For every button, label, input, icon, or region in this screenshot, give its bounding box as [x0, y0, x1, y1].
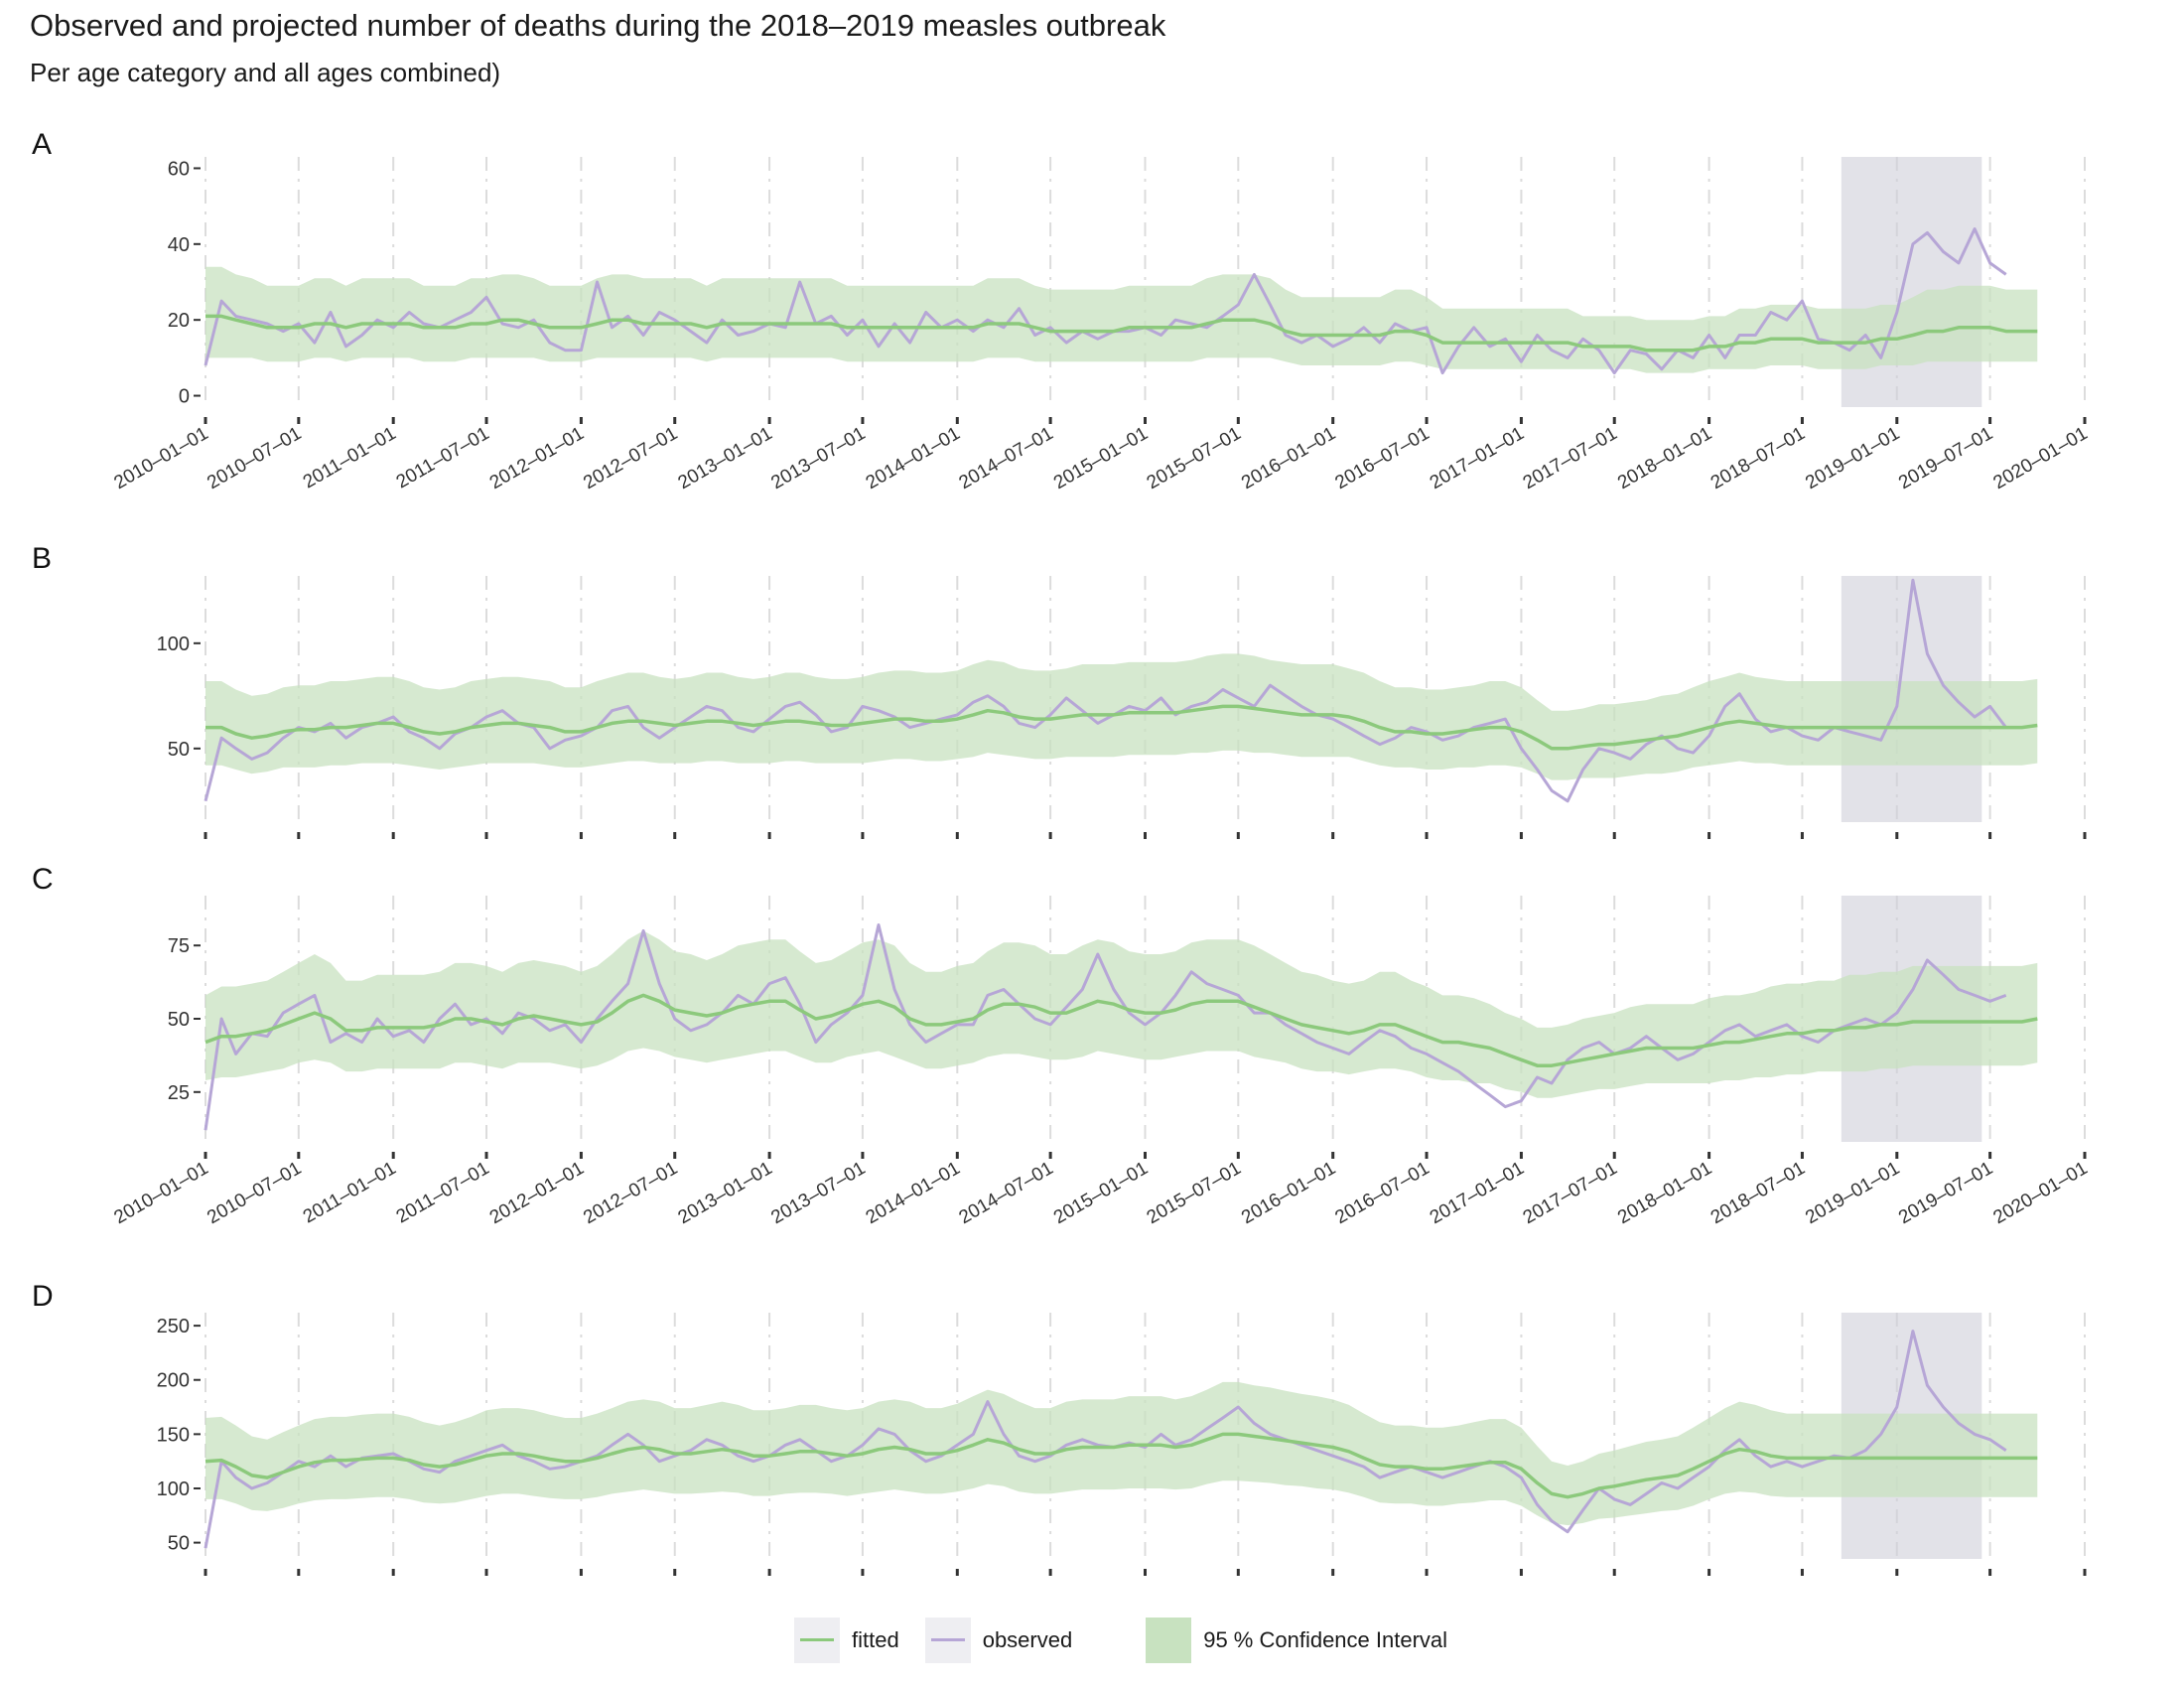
chart-subtitle: Per age category and all ages combined) [30, 58, 501, 87]
legend-key-ci [1146, 1618, 1192, 1663]
x-tick-label: 2019–07–01 [1895, 1158, 1996, 1228]
legend: fitted observed 95 % Confidence Interval [794, 1617, 1473, 1664]
panel-b: B 50 100 [32, 542, 2087, 839]
y-tick-label: 40 [168, 234, 190, 256]
x-tick-label: 2013–07–01 [767, 423, 869, 493]
x-tick-label: 2019–07–01 [1895, 423, 1996, 493]
x-tick-label: 2014–01–01 [863, 1158, 964, 1228]
x-tick-label: 2019–01–01 [1802, 1158, 1903, 1228]
y-tick-label: 200 [157, 1370, 190, 1392]
legend-key-observed [924, 1618, 971, 1663]
x-tick-label: 2018–01–01 [1614, 1158, 1715, 1228]
y-tick-label: 60 [168, 158, 190, 180]
series-fitted [205, 704, 2038, 751]
ci-band [205, 266, 2038, 373]
x-tick-label: 2015–01–01 [1050, 423, 1152, 493]
x-tick-label: 2016–01–01 [1238, 423, 1339, 493]
y-tick-label: 50 [168, 1009, 190, 1031]
y-tick-label: 25 [168, 1082, 190, 1104]
x-tick-label: 2018–01–01 [1614, 423, 1715, 493]
legend-line-fitted [800, 1638, 834, 1641]
y-tick-label: 75 [168, 935, 190, 957]
y-tick-label: 20 [168, 310, 190, 332]
x-tick-label: 2016–01–01 [1238, 1158, 1339, 1228]
legend-key-fitted [794, 1618, 840, 1663]
shaded-period [1841, 157, 1982, 407]
y-tick-label: 50 [168, 1533, 190, 1555]
series-observed [204, 227, 2007, 375]
y-tick-label: 100 [157, 1478, 190, 1500]
legend-label-ci: 95 % Confidence Interval [1203, 1627, 1448, 1652]
x-tick-label: 2010–07–01 [204, 423, 305, 493]
x-tick-label: 2011–07–01 [393, 1158, 493, 1227]
x-tick-label: 2015–07–01 [1144, 1158, 1245, 1228]
x-tick-label: 2013–07–01 [767, 1158, 869, 1228]
x-tick-label: 2020–01–01 [1989, 1158, 2091, 1228]
legend-label-fitted: fitted [852, 1627, 899, 1652]
x-tick-label: 2014–07–01 [956, 423, 1057, 493]
x-tick-label: 2018–07–01 [1707, 1158, 1809, 1228]
legend-label-observed: observed [982, 1627, 1073, 1652]
y-tick-label: 50 [168, 739, 190, 761]
x-tick-label: 2010–07–01 [204, 1158, 305, 1228]
series-fitted [205, 314, 2038, 352]
x-tick-label: 2019–01–01 [1802, 423, 1903, 493]
x-tick-label: 2017–01–01 [1427, 1158, 1528, 1228]
panel-letter-b: B [32, 542, 52, 575]
legend-line-observed [930, 1638, 965, 1641]
x-tick-label: 2015–07–01 [1144, 423, 1245, 493]
x-tick-label: 2017–07–01 [1520, 1158, 1621, 1228]
x-tick-label: 2013–01–01 [675, 1158, 776, 1228]
x-tick-label: 2013–01–01 [675, 423, 776, 493]
x-tick-label: 2016–07–01 [1332, 1158, 1433, 1228]
x-tick-label: 2016–07–01 [1332, 423, 1433, 493]
panel-c: C2550752010–01–012010–07–012011–01–01201… [32, 863, 2092, 1228]
series-observed [204, 578, 2007, 803]
ci-band [205, 1381, 2038, 1526]
x-tick-label: 2010–01–01 [110, 423, 211, 493]
panel-a: A02040602010–01–012010–07–012011–01–0120… [32, 128, 2092, 493]
x-tick-label: 2012–01–01 [486, 1158, 588, 1228]
x-tick-label: 2017–01–01 [1427, 423, 1528, 493]
series-fitted [205, 1432, 2038, 1499]
y-tick-label: 150 [157, 1424, 190, 1446]
x-tick-label: 2011–01–01 [300, 1158, 400, 1227]
x-tick-label: 2012–07–01 [580, 423, 681, 493]
ci-band [205, 653, 2038, 780]
x-tick-label: 2015–01–01 [1050, 1158, 1152, 1228]
panel-letter-a: A [32, 128, 52, 161]
y-tick-label: 100 [157, 633, 190, 655]
panel-d: D 50 100 150 200 250 [32, 1280, 2087, 1576]
x-tick-label: 2010–01–01 [110, 1158, 211, 1228]
x-tick-label: 2018–07–01 [1707, 423, 1809, 493]
x-tick-label: 2014–01–01 [863, 423, 964, 493]
x-tick-label: 2011–07–01 [393, 423, 493, 492]
y-tick-label: 250 [157, 1316, 190, 1337]
x-tick-label: 2014–07–01 [956, 1158, 1057, 1228]
x-tick-label: 2012–07–01 [580, 1158, 681, 1228]
panel-letter-c: C [32, 863, 54, 896]
chart-title: Observed and projected number of deaths … [30, 8, 1166, 43]
panel-letter-d: D [32, 1280, 54, 1313]
series-fitted [205, 993, 2038, 1067]
y-tick-label: 0 [179, 386, 190, 408]
ci-band [205, 930, 2038, 1098]
x-tick-label: 2020–01–01 [1989, 423, 2091, 493]
x-tick-label: 2011–01–01 [300, 423, 400, 492]
x-tick-label: 2012–01–01 [486, 423, 588, 493]
x-tick-label: 2017–07–01 [1520, 423, 1621, 493]
